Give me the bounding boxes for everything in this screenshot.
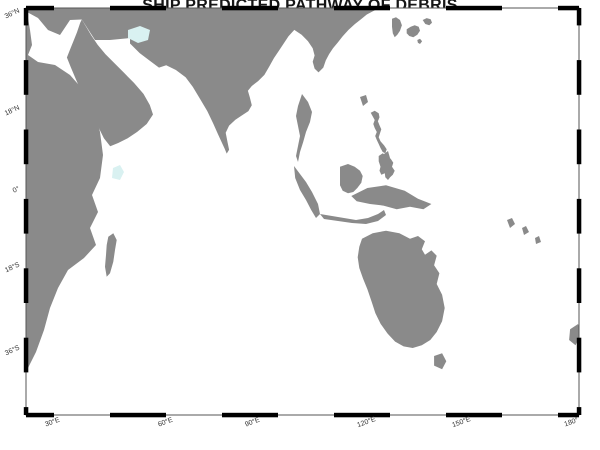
- svg-text:36°N: 36°N: [3, 7, 21, 21]
- svg-text:18°S: 18°S: [4, 260, 22, 274]
- svg-text:90°E: 90°E: [244, 416, 261, 429]
- svg-text:0°: 0°: [11, 184, 21, 194]
- svg-text:18°N: 18°N: [3, 104, 21, 118]
- svg-text:60°E: 60°E: [157, 416, 174, 429]
- svg-text:180°: 180°: [563, 416, 580, 429]
- svg-text:30°E: 30°E: [44, 416, 61, 429]
- svg-text:36°S: 36°S: [4, 343, 22, 357]
